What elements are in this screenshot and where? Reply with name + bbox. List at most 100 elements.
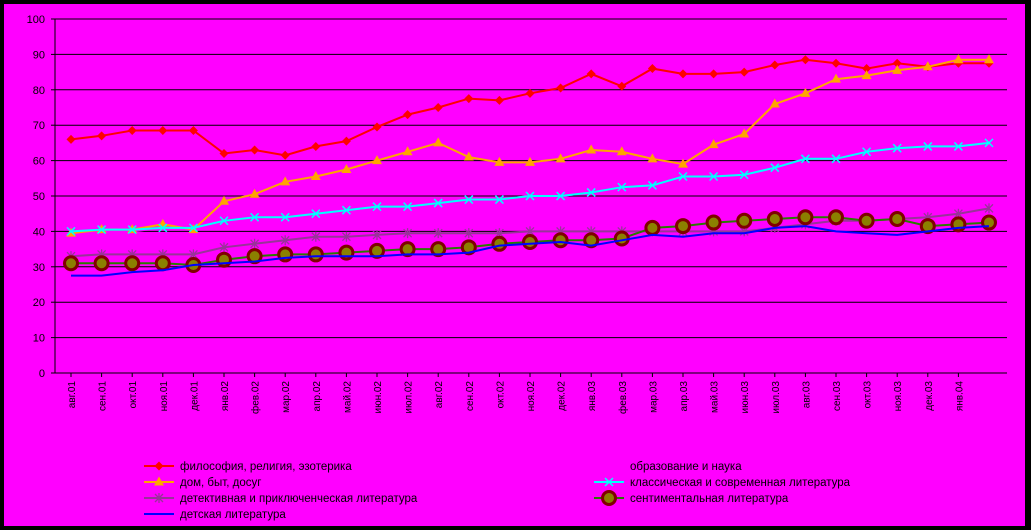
- data-point: [736, 212, 753, 229]
- x-tick-label: июн.02: [373, 381, 384, 414]
- data-point: [307, 246, 324, 263]
- data-point: [154, 255, 171, 272]
- x-tick-label: авг.02: [434, 381, 445, 409]
- data-point: [433, 198, 443, 208]
- x-tick-label: ноя.03: [893, 381, 904, 412]
- data-point: [862, 147, 872, 157]
- chart-frame: 0 10 20 30 40 50 60 70 80 90 100 авг.01 сен.01 окт.0…: [4, 4, 1025, 526]
- x-tick-label: янв.04: [954, 381, 965, 412]
- data-point: [250, 238, 260, 249]
- x-tick-label: май.03: [710, 381, 721, 413]
- y-tick-label: 90: [33, 49, 45, 61]
- data-point: [953, 54, 964, 64]
- x-tick-label: окт.01: [128, 381, 139, 409]
- data-point: [923, 141, 933, 151]
- x-tick-label: ноя.02: [526, 381, 537, 412]
- data-point: [617, 81, 627, 91]
- data-point: [402, 146, 413, 156]
- data-point: [460, 239, 477, 256]
- data-point: [310, 171, 321, 181]
- data-point: [250, 145, 260, 155]
- data-point: [705, 214, 722, 231]
- x-tick-label: мар.03: [648, 381, 659, 413]
- data-point: [494, 156, 505, 166]
- data-point: [647, 64, 657, 74]
- x-tick-label: июл.02: [404, 381, 415, 414]
- data-point: [280, 150, 290, 160]
- legend-label: детская литература: [180, 509, 286, 521]
- data-point: [770, 60, 780, 70]
- series-line: [70, 58, 989, 157]
- data-point: [675, 218, 691, 235]
- legend-item: дом, быт, досуг: [144, 476, 261, 489]
- data-point: [250, 212, 260, 222]
- data-point: [647, 180, 657, 190]
- data-point: [93, 255, 110, 272]
- legend-marker: [154, 476, 164, 486]
- legend-marker: [154, 461, 164, 471]
- x-tick-label: ноя.01: [159, 381, 170, 412]
- data-point: [127, 126, 137, 136]
- line-chart: 0 10 20 30 40 50 60 70 80 90 100 авг.01 сен.01 окт.0…: [27, 14, 1007, 521]
- y-tick-label: 40: [33, 226, 45, 238]
- x-tick-label: янв.02: [220, 381, 231, 412]
- y-tick-label: 30: [33, 262, 45, 274]
- data-point: [249, 188, 260, 198]
- data-point: [919, 218, 936, 235]
- data-point: [556, 83, 566, 93]
- axes: [54, 19, 1007, 374]
- data-point: [66, 226, 76, 236]
- x-tick-label: дек.03: [924, 381, 935, 411]
- legend-item: образование и наука: [594, 461, 742, 473]
- data-point: [399, 241, 416, 258]
- x-axis-ticks: авг.01 сен.01 окт.01 ноя.01 дек.01 янв.02 фев.…: [67, 373, 965, 414]
- data-point: [219, 242, 229, 253]
- series-line: [70, 58, 989, 235]
- x-tick-label: дек.02: [557, 381, 568, 411]
- data-point: [828, 209, 844, 226]
- data-point: [678, 158, 688, 168]
- data-point: [311, 209, 321, 219]
- data-point: [311, 231, 321, 242]
- legend-marker: [154, 493, 164, 503]
- legend-item: классическая и современная литература: [594, 477, 851, 489]
- legend-item: детективная и приключенческая литература: [144, 493, 418, 505]
- data-point: [188, 223, 198, 233]
- x-tick-label: янв.03: [587, 381, 598, 412]
- data-point: [709, 69, 719, 79]
- x-tick-label: сен.02: [465, 381, 476, 411]
- series-lines: [63, 54, 997, 277]
- legend-label: классическая и современная литература: [630, 477, 851, 489]
- x-tick-label: сен.01: [98, 381, 109, 411]
- data-point: [430, 241, 447, 258]
- y-tick-label: 50: [33, 191, 45, 203]
- data-point: [341, 231, 351, 242]
- y-tick-label: 60: [33, 156, 45, 168]
- data-point: [555, 153, 566, 163]
- data-point: [984, 138, 994, 148]
- data-point: [433, 137, 444, 147]
- data-point: [525, 191, 535, 201]
- data-point: [219, 149, 229, 159]
- data-point: [583, 232, 600, 249]
- data-point: [831, 73, 841, 83]
- data-point: [464, 228, 474, 239]
- series-философия-религия-эзотерика: [66, 55, 994, 160]
- data-point: [372, 122, 382, 132]
- data-point: [984, 54, 994, 64]
- data-point: [433, 103, 443, 112]
- data-point: [280, 235, 290, 246]
- data-point: [647, 153, 658, 163]
- data-point: [372, 202, 382, 212]
- x-tick-label: дек.01: [189, 381, 200, 411]
- legend-marker: [601, 490, 617, 506]
- data-point: [861, 70, 872, 80]
- data-point: [311, 141, 321, 151]
- data-point: [800, 87, 811, 97]
- legend-label: детективная и приключенческая литература: [180, 493, 418, 505]
- y-tick-label: 70: [33, 120, 45, 132]
- data-point: [403, 202, 413, 212]
- y-tick-label: 100: [27, 14, 45, 26]
- series-классическая-и-современная-литература: [66, 138, 994, 236]
- data-point: [158, 126, 168, 136]
